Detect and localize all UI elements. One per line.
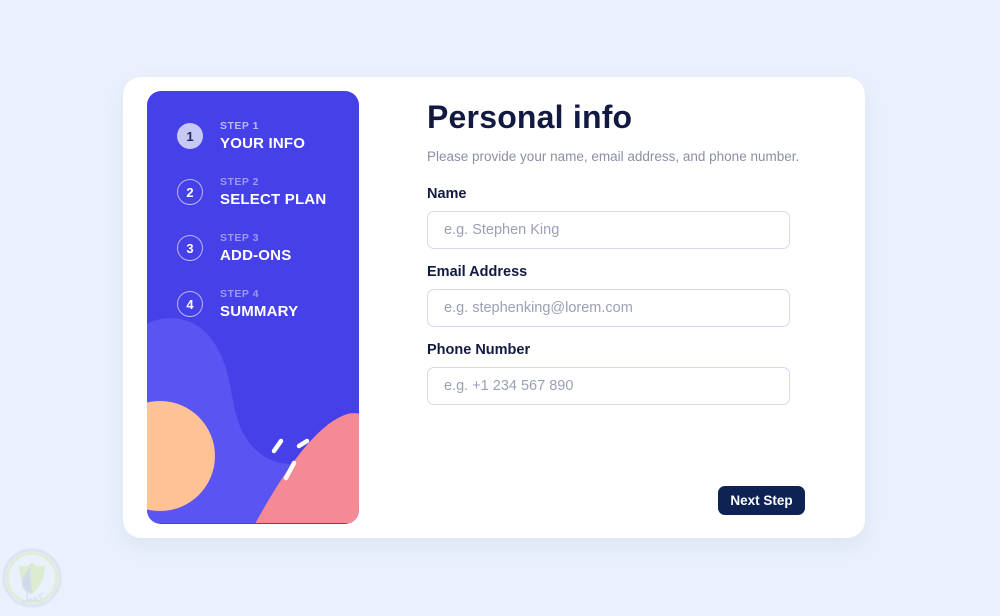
svg-text:كفيل: كفيل [21, 592, 44, 604]
